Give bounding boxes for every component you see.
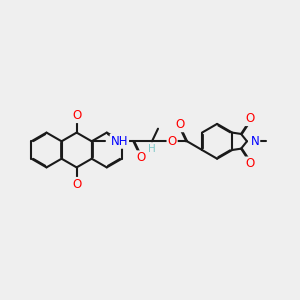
Text: O: O: [72, 109, 81, 122]
Text: O: O: [245, 112, 255, 125]
Text: O: O: [72, 178, 81, 191]
Text: N: N: [250, 135, 259, 148]
Text: O: O: [175, 118, 184, 131]
Text: O: O: [136, 151, 146, 164]
Text: O: O: [167, 135, 177, 148]
Text: O: O: [245, 158, 255, 170]
Text: H: H: [148, 144, 156, 154]
Text: NH: NH: [111, 135, 128, 148]
